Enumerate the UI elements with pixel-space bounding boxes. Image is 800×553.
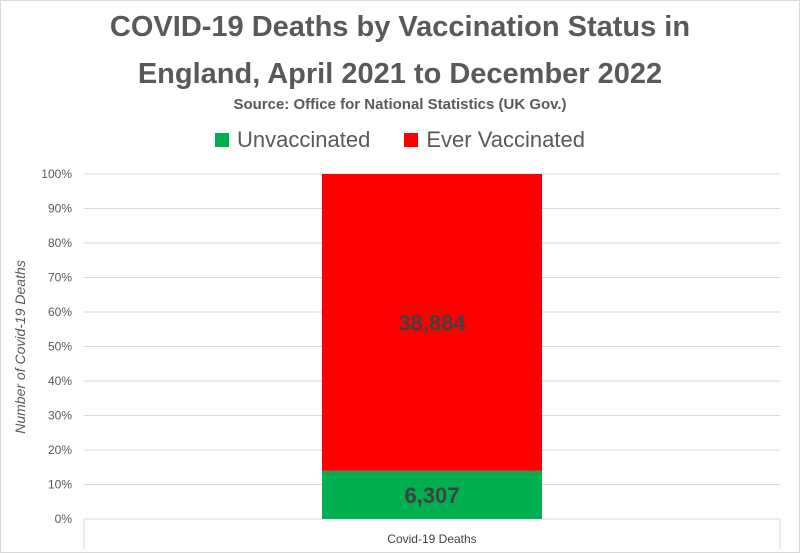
y-tick-label: 30% (48, 409, 72, 423)
y-tick-label: 0% (55, 512, 73, 526)
y-tick-label: 50% (48, 340, 72, 354)
legend-label-unvaccinated: Unvaccinated (237, 127, 371, 152)
y-tick-label: 10% (48, 478, 72, 492)
bar-segment-ever-vaccinated (322, 174, 542, 471)
chart-title-line-2: England, April 2021 to December 2022 (137, 58, 663, 90)
y-tick-label: 20% (48, 443, 72, 457)
y-tick-label: 90% (48, 202, 72, 216)
legend-swatch-ever-vaccinated (404, 133, 419, 147)
bar-segment-unvaccinated (322, 470, 542, 519)
chart-subtitle: Source: Office for National Statistics (… (233, 96, 567, 113)
chart-title-line-1: COVID-19 Deaths by Vaccination Status in (109, 11, 691, 43)
y-tick-label: 60% (48, 305, 72, 319)
y-tick-label: 70% (48, 271, 72, 285)
chart-legend: Unvaccinated Ever Vaccinated (0, 127, 800, 153)
legend-label-ever-vaccinated: Ever Vaccinated (426, 127, 585, 152)
legend-item-unvaccinated: Unvaccinated (215, 127, 370, 153)
legend-item-ever-vaccinated: Ever Vaccinated (404, 127, 585, 153)
legend-swatch-unvaccinated (215, 133, 230, 147)
y-tick-label: 40% (48, 374, 72, 388)
y-tick-label: 100% (41, 167, 72, 181)
x-category-label: Covid-19 Deaths (387, 532, 476, 546)
data-label-ever-vaccinated: 38,884 (398, 310, 466, 335)
data-label-unvaccinated: 6,307 (404, 483, 459, 508)
y-tick-label: 80% (48, 236, 72, 250)
